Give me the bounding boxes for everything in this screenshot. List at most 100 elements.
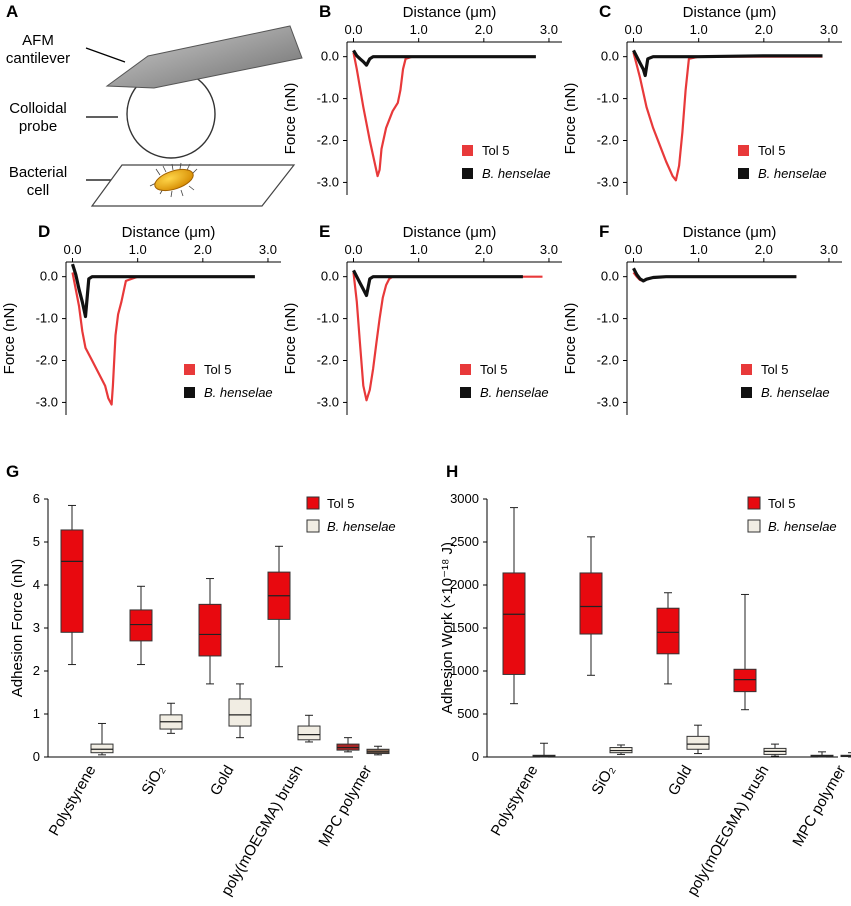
panel-e-x-axis-title: Distance (μm) (403, 224, 497, 241)
panel-b-y-tick-label: -1.0 (317, 91, 339, 106)
panel-f-series-henselae (632, 267, 797, 283)
panel-b-x-tick-label: 2.0 (475, 22, 493, 37)
panel-g-y-tick-label: 4 (33, 577, 40, 592)
panel-c-y-tick-label: -1.0 (597, 91, 619, 106)
panel-h-box-tol5 (733, 668, 757, 693)
panel-h-y-axis-title: Adhesion Work (×10⁻¹⁸ J) (439, 542, 456, 714)
panel-g-legend-swatch-henselae (306, 519, 320, 533)
panel-g-box-henselae (228, 698, 252, 727)
panel-e-x-tick-label: 3.0 (540, 242, 558, 257)
panel-d-x-tick-label: 2.0 (194, 242, 212, 257)
panel-e-series-tol5 (352, 272, 543, 402)
panel-a-letter: A (6, 2, 18, 21)
panel-g-category-label: MPC polymer (315, 763, 375, 850)
panel-g-box-tol5 (198, 603, 222, 657)
panel-c-y-tick-label: -2.0 (597, 133, 619, 148)
panel-c-x-axis-title: Distance (μm) (683, 4, 777, 21)
panel-f-y-tick-label: 0.0 (601, 269, 619, 284)
panel-d-y-axis-title: Force (nN) (1, 303, 18, 375)
panel-g-box-tol5 (60, 529, 84, 633)
panel-h-y-tick-label: 2000 (450, 577, 479, 592)
panel-f-letter: F (599, 222, 609, 241)
panel-g-adhesion-force-boxplot: G 0 1 2 3 4 5 6 Adhesion Force (nN) Polystyrene Si… (6, 462, 396, 899)
cantilever-pointer (85, 47, 126, 63)
panel-g-legend-swatch-tol5 (306, 496, 320, 510)
panel-h-y-tick-label: 500 (457, 706, 479, 721)
panel-c-x-tick-label: 2.0 (755, 22, 773, 37)
panel-c-legend-swatch-henselae (738, 168, 749, 179)
panel-h-category-label: MPC polymer (789, 763, 849, 850)
panel-e-legend-label-henselae: B. henselae (480, 385, 549, 400)
label-probe-line2: probe (19, 118, 57, 135)
panel-h-y-tick-label: 1000 (450, 663, 479, 678)
panel-b-legend-swatch-tol5 (462, 145, 473, 156)
panel-d-x-axis-title: Distance (μm) (122, 224, 216, 241)
label-cantilever-line1: AFM (22, 32, 54, 49)
panel-f-legend-swatch-henselae (741, 387, 752, 398)
panel-b-y-tick-label: 0.0 (321, 49, 339, 64)
panel-e-letter: E (319, 222, 330, 241)
panel-h-category-label: Gold (665, 763, 696, 799)
panel-h-adhesion-work-boxplot: H 0 500 1000 1500 2000 2500 3000 Adhesion Work (… (439, 462, 851, 899)
panel-b-series-tol5 (352, 52, 432, 178)
panel-c-x-tick-label: 1.0 (690, 22, 708, 37)
panel-g-y-tick-label: 5 (33, 534, 40, 549)
panel-h-legend-label-henselae: B. henselae (768, 519, 837, 534)
panel-h-letter: H (446, 462, 458, 481)
panel-g-legend-label-henselae: B. henselae (327, 519, 396, 534)
panel-d-legend-label-tol5: Tol 5 (204, 362, 231, 377)
panel-d-x-tick-label: 1.0 (129, 242, 147, 257)
panel-e-legend-swatch-tol5 (460, 364, 471, 375)
panel-g-y-tick-label: 2 (33, 663, 40, 678)
panel-b-legend-swatch-henselae (462, 168, 473, 179)
panel-g-category-label: SiO₂ (138, 762, 168, 797)
panel-c-x-tick-label: 0.0 (624, 22, 642, 37)
panel-e-y-tick-label: -1.0 (317, 311, 339, 326)
panel-c-y-axis-title: Force (nN) (562, 83, 579, 155)
panel-d-x-tick-label: 3.0 (259, 242, 277, 257)
panel-h-y-tick-label: 0 (472, 749, 479, 764)
panel-h-box-tol5 (579, 572, 603, 635)
panel-d-legend-swatch-henselae (184, 387, 195, 398)
label-cell-line2: cell (27, 182, 50, 199)
panel-c-y-tick-label: 0.0 (601, 49, 619, 64)
panel-b-x-tick-label: 0.0 (344, 22, 362, 37)
panel-h-y-tick-label: 2500 (450, 534, 479, 549)
panel-d-legend-swatch-tol5 (184, 364, 195, 375)
panel-d-y-tick-label: -3.0 (36, 394, 58, 409)
panel-b-force-curve: B Distance (μm) 0.0 1.0 2.0 3.0 0.0 -1.0 -2.0 -3.… (282, 2, 562, 195)
panel-f-legend-swatch-tol5 (741, 364, 752, 375)
panel-g-category-label: Gold (207, 763, 238, 799)
panel-e-force-curve: E Distance (μm) 0.0 1.0 2.0 3.0 0.0 -1.0 -2.0 -3.… (282, 222, 562, 415)
panel-f-y-tick-label: -1.0 (597, 311, 619, 326)
panel-e-y-tick-label: -3.0 (317, 394, 339, 409)
panel-g-letter: G (6, 462, 19, 481)
panel-e-y-tick-label: 0.0 (321, 269, 339, 284)
panel-f-y-axis-title: Force (nN) (562, 303, 579, 375)
panel-e-x-tick-label: 1.0 (410, 242, 428, 257)
label-cell-line1: Bacterial (9, 164, 67, 181)
panel-g-category-label: poly(mOEGMA) brush (218, 763, 306, 899)
panel-g-box-henselae (90, 743, 114, 754)
panel-h-box-henselae (686, 735, 710, 750)
panel-c-legend-label-tol5: Tol 5 (758, 143, 785, 158)
panel-c-letter: C (599, 2, 611, 21)
panel-f-x-axis-title: Distance (μm) (683, 224, 777, 241)
panel-c-x-tick-label: 3.0 (820, 22, 838, 37)
panel-d-y-tick-label: 0.0 (40, 269, 58, 284)
panel-e-y-tick-label: -2.0 (317, 353, 339, 368)
panel-h-legend-swatch-henselae (747, 519, 761, 533)
panel-f-force-curve: F Distance (μm) 0.0 1.0 2.0 3.0 0.0 -1.0 -2.0 -3.… (562, 222, 842, 415)
panel-h-category-label: poly(mOEGMA) brush (684, 763, 772, 899)
panel-b-x-axis-title: Distance (μm) (403, 4, 497, 21)
panel-g-y-tick-label: 0 (33, 749, 40, 764)
label-cantilever-line2: cantilever (6, 50, 70, 67)
panel-e-y-axis-title: Force (nN) (282, 303, 299, 375)
panel-c-legend-swatch-tol5 (738, 145, 749, 156)
panel-h-y-tick-label: 1500 (450, 620, 479, 635)
panel-d-force-curve: D Distance (μm) 0.0 1.0 2.0 3.0 0.0 -1.0 -2.0 -3.… (1, 222, 281, 415)
panel-g-y-tick-label: 6 (33, 491, 40, 506)
panel-c-series-tol5 (632, 52, 823, 182)
panel-g-y-axis-title: Adhesion Force (nN) (9, 559, 26, 697)
